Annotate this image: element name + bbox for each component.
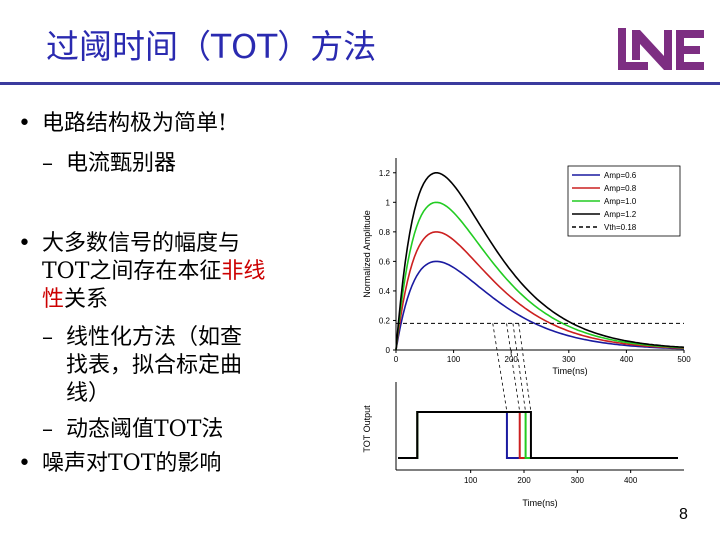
bullet-text: 大多数信号的幅度与 bbox=[42, 231, 241, 256]
bullet-marker: • bbox=[18, 111, 31, 136]
tot-pulse bbox=[398, 411, 678, 459]
series-line bbox=[395, 201, 685, 351]
bullet-text: 动态阈值TOT法 bbox=[66, 417, 224, 442]
y-axis-label: Normalized Amplitude bbox=[362, 210, 372, 298]
tot-pulse bbox=[398, 411, 678, 459]
page-number: 8 bbox=[679, 506, 688, 523]
dash-marker: – bbox=[42, 325, 53, 350]
x-tick-label: 100 bbox=[464, 476, 478, 485]
x-tick-label: 300 bbox=[562, 355, 576, 364]
x-axis-label: Time(ns) bbox=[522, 498, 557, 508]
crossing-guide bbox=[506, 323, 521, 413]
legend-label: Vth=0.18 bbox=[604, 223, 637, 232]
y-tick-label: 0.6 bbox=[379, 257, 391, 266]
bullet-continuation: 性关系 bbox=[42, 286, 108, 314]
bullet-continuation: TOT之间存在本征非线 bbox=[42, 258, 265, 286]
tot-figure: Normalized Amplitude 0 0.2 0.4 0.6 0.8 1 1.2 0 10… bbox=[362, 158, 691, 508]
legend-label: Amp=1.0 bbox=[604, 197, 637, 206]
y-tick-label: 0.2 bbox=[379, 316, 391, 325]
y-tick-label: 1 bbox=[386, 198, 391, 207]
dash-marker: – bbox=[42, 151, 53, 176]
bullet-text: 噪声对TOT的影响 bbox=[42, 451, 222, 476]
dash-marker: – bbox=[42, 417, 53, 442]
y-tick-label: 0 bbox=[386, 346, 391, 355]
title-divider bbox=[0, 82, 720, 85]
sub-bullet-item: – 线性化方法（如查 bbox=[42, 324, 242, 352]
highlight-text: 非线 bbox=[221, 259, 266, 284]
y-tick-label: 0.8 bbox=[379, 228, 391, 237]
x-tick-label: 400 bbox=[620, 355, 634, 364]
y-tick-label: 1.2 bbox=[379, 169, 391, 178]
bullet-text: 线） bbox=[66, 381, 111, 406]
crossing-guide bbox=[512, 323, 526, 413]
bullet-continuation: 找表，拟合标定曲 bbox=[66, 352, 242, 380]
legend-label: Amp=0.8 bbox=[604, 184, 637, 193]
bullet-item: • 噪声对TOT的影响 bbox=[18, 450, 221, 478]
tot-pulse bbox=[398, 411, 678, 459]
x-axis-label: Time(ns) bbox=[552, 366, 587, 376]
crossing-guide bbox=[518, 323, 532, 413]
sub-bullet-item: – 电流甄别器 bbox=[42, 150, 176, 178]
x-tick-label: 200 bbox=[505, 355, 519, 364]
legend-label: Amp=0.6 bbox=[604, 171, 637, 180]
crossing-guide bbox=[492, 323, 508, 413]
x-tick-label: 100 bbox=[447, 355, 461, 364]
series-line bbox=[395, 172, 685, 351]
series-line bbox=[395, 260, 684, 351]
x-tick-label: 300 bbox=[571, 476, 585, 485]
bullet-continuation: 线） bbox=[66, 380, 110, 408]
bullet-text: 找表，拟合标定曲 bbox=[66, 353, 243, 378]
bullet-item: • 大多数信号的幅度与 bbox=[18, 230, 240, 258]
x-tick-label: 0 bbox=[394, 355, 399, 364]
bullet-text: 线性化方法（如查 bbox=[66, 325, 243, 350]
bullet-text: TOT之间存在本征 bbox=[42, 259, 222, 284]
bullet-text: 关系 bbox=[64, 287, 109, 312]
bullet-marker: • bbox=[18, 231, 31, 256]
bullet-item: • 电路结构极为简单! bbox=[18, 110, 227, 138]
tot-pulse bbox=[398, 411, 678, 459]
sub-bullet-item: – 动态阈值TOT法 bbox=[42, 416, 223, 444]
lne-logo bbox=[618, 28, 704, 70]
series-line bbox=[395, 231, 685, 351]
slide-title: 过阈时间（TOT）方法 bbox=[46, 27, 377, 66]
x-tick-label: 400 bbox=[624, 476, 638, 485]
legend-label: Amp=1.2 bbox=[604, 210, 637, 219]
bullet-text: 电路结构极为简单! bbox=[42, 111, 227, 136]
bullet-text: 电流甄别器 bbox=[66, 151, 177, 176]
bullet-marker: • bbox=[18, 451, 31, 476]
x-tick-label: 500 bbox=[677, 355, 691, 364]
x-tick-label: 200 bbox=[517, 476, 531, 485]
y-tick-label: 0.4 bbox=[379, 287, 391, 296]
highlight-text: 性 bbox=[42, 287, 65, 312]
y-axis-label: TOT Output bbox=[362, 405, 372, 453]
